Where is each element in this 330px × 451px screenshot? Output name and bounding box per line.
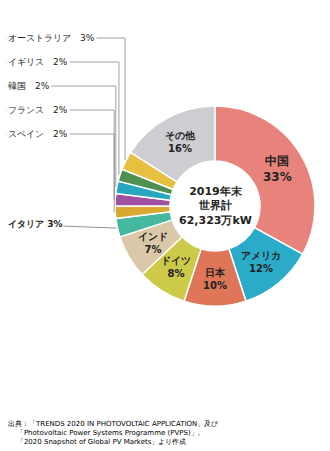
svg-text:オーストラリア 3%: オーストラリア 3%	[8, 33, 95, 43]
svg-text:韓国 2%: 韓国 2%	[8, 81, 50, 91]
svg-text:アメリカ12%: アメリカ12%	[241, 250, 281, 274]
svg-text:その他16%: その他16%	[165, 130, 196, 154]
svg-text:イギリス 2%: イギリス 2%	[8, 57, 68, 67]
svg-text:インド7%: インド7%	[138, 231, 168, 255]
svg-text:スペイン 2%: スペイン 2%	[8, 129, 68, 139]
svg-text:イタリア 3%: イタリア 3%	[8, 219, 62, 229]
svg-text:2019年末世界計62,323万kW: 2019年末世界計62,323万kW	[179, 185, 252, 227]
svg-text:ドイツ8%: ドイツ8%	[161, 255, 191, 279]
svg-text:日本10%: 日本10%	[203, 267, 227, 291]
svg-text:中国33%: 中国33%	[263, 154, 292, 184]
svg-text:出典：「TRENDS 2020 IN PHOTOVOLTAI: 出典：「TRENDS 2020 IN PHOTOVOLTAIC APPLICAT…	[8, 420, 219, 446]
svg-text:フランス 2%: フランス 2%	[8, 105, 68, 115]
